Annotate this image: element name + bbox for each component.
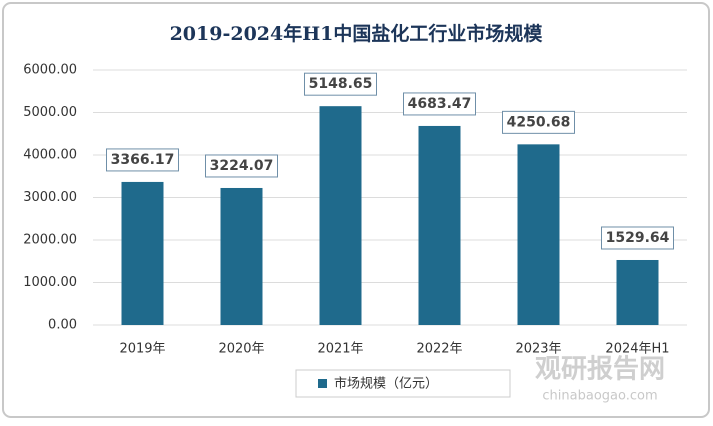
data-label-box [403,92,476,116]
y-tick-label: 0.00 [48,318,77,333]
bar [418,125,461,326]
legend-swatch [318,379,327,388]
data-label: 3366.17 [111,152,175,168]
legend-label: 市场规模（亿元） [334,376,438,392]
bar [319,106,362,325]
watermark-url: chinabaogao.com [542,389,657,404]
y-tick-label: 3000.00 [23,190,77,205]
y-tick-label: 6000.00 [23,63,77,78]
y-tick-label: 4000.00 [23,148,77,163]
x-tick-label: 2023年 [515,342,561,357]
bar [220,187,263,325]
bar [517,144,560,325]
y-tick-label: 1000.00 [23,275,77,290]
data-label: 3224.07 [210,158,274,174]
data-label-box [304,72,377,96]
x-tick-label: 2022年 [416,342,462,357]
x-tick-label: 2024年H1 [605,342,669,357]
x-tick-label: 2020年 [218,342,264,357]
bar [121,181,164,325]
x-tick-label: 2021年 [317,342,363,357]
data-label: 5148.65 [309,76,373,92]
data-label: 1529.64 [606,230,670,246]
data-label: 4683.47 [408,96,472,112]
legend-box [295,369,511,398]
y-tick-label: 2000.00 [23,233,77,248]
data-label-box [601,226,674,250]
data-label: 4250.68 [507,114,571,130]
x-tick-label: 2019年 [119,342,165,357]
chart-title: 2019-2024年H1中国盐化工行业市场规模 [170,22,544,45]
watermark-name: 观研报告网 [535,354,665,385]
bar [616,259,659,325]
data-label-box [106,148,179,172]
y-tick-label: 5000.00 [23,105,77,120]
data-label-box [502,110,575,134]
data-label-box [205,154,278,178]
